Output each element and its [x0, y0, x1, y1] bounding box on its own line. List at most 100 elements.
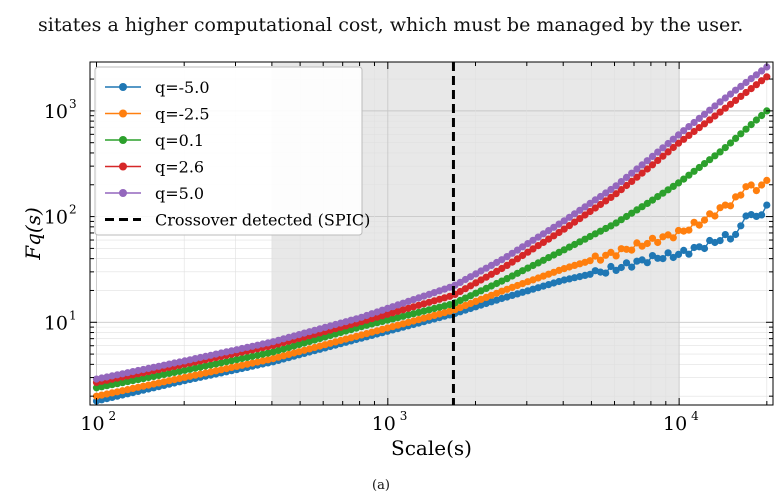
- plot-frame: [89, 61, 774, 406]
- series-point: [695, 221, 703, 229]
- series-point: [742, 78, 750, 87]
- series-point: [732, 230, 740, 239]
- series-point: [586, 257, 594, 265]
- series-point: [524, 240, 532, 248]
- series-point: [622, 259, 631, 267]
- x-axis-label: Scale(s): [391, 436, 472, 460]
- series-point: [680, 175, 688, 183]
- legend-marker: [119, 136, 127, 144]
- x-tick-exponent: 4: [691, 409, 699, 423]
- series-point: [638, 161, 646, 169]
- series-point: [643, 199, 651, 207]
- series-point: [654, 238, 662, 247]
- series-point: [524, 248, 532, 256]
- series-point: [643, 157, 651, 165]
- series-point: [607, 262, 615, 271]
- series-point: [612, 252, 620, 260]
- series-point: [737, 191, 745, 199]
- series-point: [628, 169, 636, 177]
- body-text-line: sitates a higher computational cost, whi…: [38, 14, 744, 36]
- series-point: [758, 77, 766, 85]
- series-point: [643, 165, 651, 173]
- series-point: [596, 200, 605, 209]
- series-point: [721, 231, 729, 239]
- series-point: [690, 127, 698, 136]
- series-point: [700, 216, 709, 224]
- series-point: [519, 251, 527, 260]
- series-point: [711, 152, 719, 160]
- series-point: [607, 248, 615, 256]
- series-q=5.0: [92, 63, 771, 383]
- series-point: [648, 196, 657, 204]
- y-tick-label: 10: [44, 101, 68, 123]
- series-q=0.1: [92, 107, 771, 392]
- series-point: [659, 189, 667, 197]
- y-tick-exponent: 2: [69, 203, 77, 217]
- series-point: [747, 85, 755, 93]
- series-point: [763, 73, 771, 81]
- series-point: [591, 204, 599, 212]
- series-q=-2.5: [92, 176, 771, 400]
- series-point: [586, 207, 594, 216]
- series-point: [674, 139, 683, 147]
- series-point: [586, 199, 594, 207]
- series-point: [576, 215, 584, 223]
- series-point: [648, 152, 657, 160]
- series-point: [633, 206, 641, 214]
- series-point: [617, 245, 625, 253]
- x-tick-exponent: 3: [400, 409, 408, 423]
- series-point: [674, 226, 683, 235]
- series-point: [726, 90, 735, 98]
- series-point: [581, 203, 589, 211]
- series-point: [726, 100, 735, 108]
- legend-label: q=-2.5: [155, 105, 210, 124]
- series-point: [758, 67, 766, 75]
- series-point: [680, 127, 688, 135]
- series-point: [586, 270, 594, 278]
- series-point: [513, 246, 522, 254]
- series-point: [711, 112, 719, 120]
- series-point: [664, 139, 672, 148]
- series-point: [560, 217, 568, 225]
- series-point: [628, 263, 636, 271]
- series-point: [716, 98, 724, 106]
- series-point: [685, 123, 693, 131]
- series-point: [648, 161, 657, 169]
- series-point: [737, 130, 745, 138]
- series-point: [513, 255, 522, 263]
- series-point: [685, 131, 693, 139]
- series-point: [752, 116, 761, 124]
- series-point: [498, 256, 506, 264]
- series-point: [737, 82, 745, 90]
- series-point: [721, 144, 729, 152]
- series-point: [716, 108, 724, 116]
- series-point: [758, 111, 766, 120]
- series-point: [565, 222, 574, 230]
- y-tick-label: 10: [44, 312, 68, 334]
- legend-label: q=5.0: [155, 184, 204, 203]
- series-point: [716, 148, 724, 156]
- x-tick-label: 10: [663, 413, 687, 435]
- series-point: [633, 173, 641, 181]
- series-point: [602, 189, 610, 197]
- series-point: [591, 252, 599, 260]
- series-point: [555, 228, 563, 237]
- series-point: [643, 239, 651, 248]
- series-point: [545, 227, 553, 235]
- series-point: [664, 249, 672, 257]
- subfigure-label: (a): [372, 478, 390, 493]
- series-point: [711, 102, 719, 110]
- series-point: [591, 196, 599, 204]
- series-point: [695, 163, 703, 172]
- series-point: [628, 177, 636, 185]
- series-point: [669, 253, 677, 262]
- series-point: [737, 92, 745, 100]
- series-point: [659, 152, 667, 160]
- series-point: [669, 234, 677, 242]
- series-point: [685, 250, 693, 258]
- series-point: [539, 238, 548, 246]
- series-point: [633, 165, 641, 173]
- series-point: [706, 156, 714, 164]
- x-tick-label: 10: [372, 413, 396, 435]
